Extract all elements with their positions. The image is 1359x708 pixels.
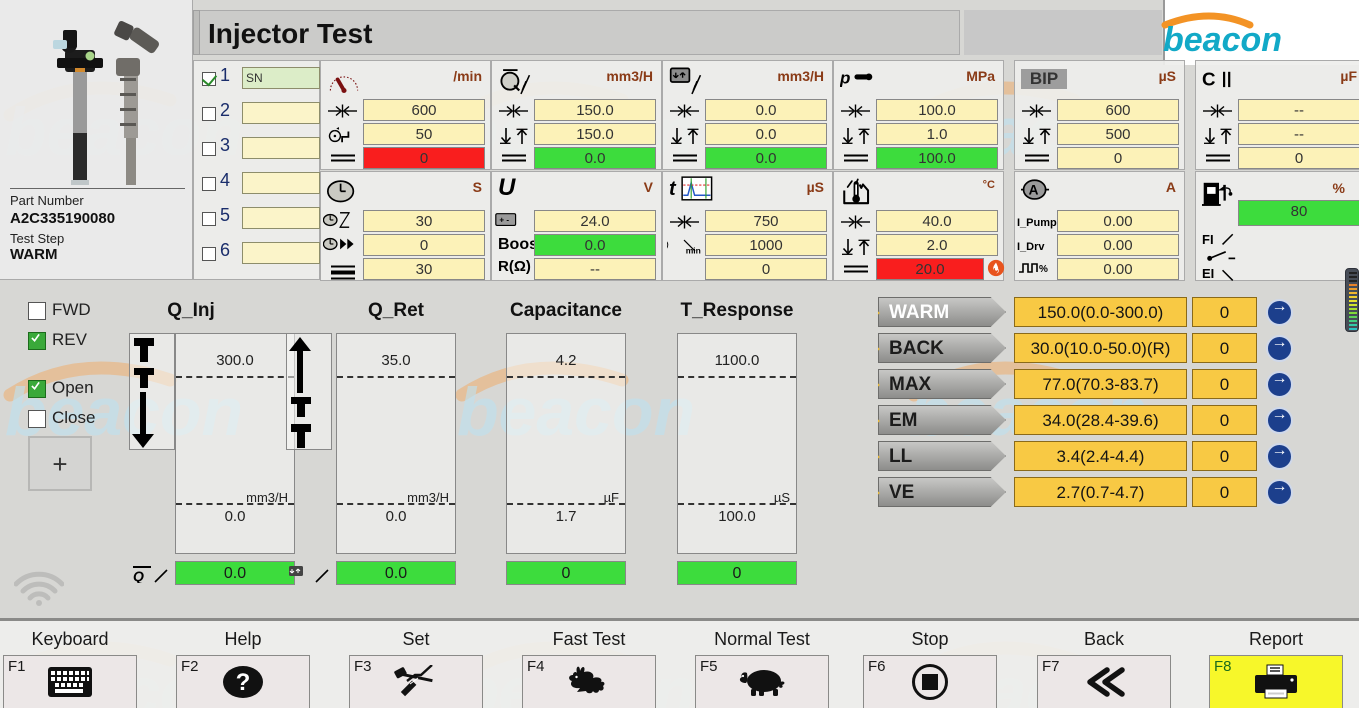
- svg-text:?: ?: [236, 669, 251, 696]
- svg-text:beacon: beacon: [1163, 21, 1282, 59]
- svg-text:⃝: ⃝: [667, 239, 669, 253]
- svg-text:A: A: [1029, 183, 1039, 198]
- svg-text:Q: Q: [133, 568, 144, 583]
- svg-text:min: min: [686, 246, 701, 256]
- svg-text:C: C: [1202, 68, 1216, 89]
- svg-text:%: %: [1039, 264, 1048, 274]
- svg-text:+ -: + -: [499, 216, 509, 225]
- svg-text:p: p: [840, 69, 850, 88]
